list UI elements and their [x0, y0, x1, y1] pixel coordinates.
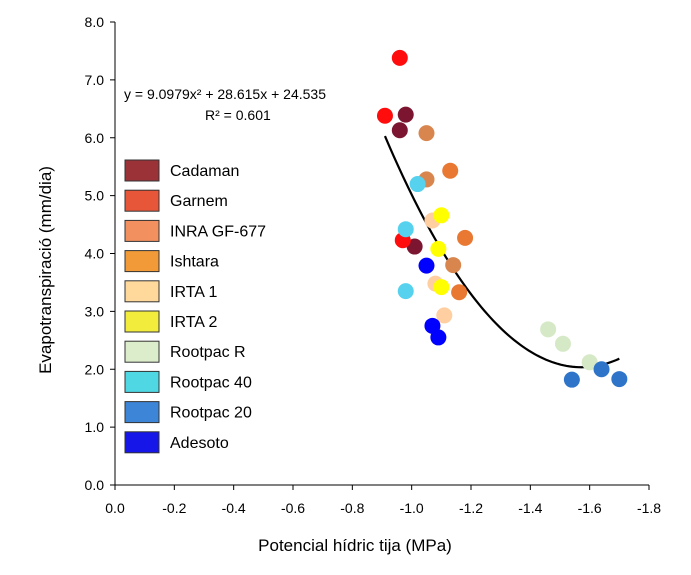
data-point-ishtara: [457, 229, 474, 246]
y-axis-title: Evapotranspiració (mm/dia): [36, 166, 55, 374]
y-tick-label: 3.0: [85, 303, 105, 319]
x-tick-label: -1.2: [459, 500, 483, 516]
legend-label-cadaman: Cadaman: [170, 163, 239, 180]
data-point-rootpac-40: [397, 221, 414, 238]
legend-swatch-garnem: [124, 189, 160, 212]
data-point-adesoto: [430, 329, 447, 346]
data-points: [376, 49, 628, 388]
legend-swatch-rootpac-20: [124, 401, 160, 424]
legend-swatch-ishtara: [124, 250, 160, 273]
data-point-rootpac-40: [409, 176, 426, 193]
data-point-rootpac-r: [581, 354, 598, 371]
x-tick-labels: 0.0 -0.2 -0.4 -0.6 -0.8 -1.0 -1.2 -1.4 -1.6 -1.8: [105, 485, 661, 516]
data-point-rootpac-20: [593, 361, 610, 378]
legend-swatch-inra-gf-677: [124, 219, 160, 242]
legend-swatch-cadaman: [124, 159, 160, 182]
legend-label-adesoto: Adesoto: [170, 435, 229, 452]
trendline: [383, 135, 620, 369]
legend-label-ishtara: Ishtara: [170, 254, 219, 271]
x-tick-label: -0.2: [162, 500, 186, 516]
legend-swatch-adesoto: [124, 431, 160, 454]
legend-swatch-irta-1: [124, 280, 160, 303]
y-tick-label: 7.0: [85, 72, 105, 88]
x-tick-label: 0.0: [105, 500, 125, 516]
legend-label-irta-2: IRTA 2: [170, 314, 218, 331]
legend-label-irta-1: IRTA 1: [170, 284, 218, 301]
trendline-group: [383, 135, 620, 369]
x-tick-label: -1.0: [400, 500, 424, 516]
data-point-garnem: [391, 49, 408, 66]
legend-label-rootpac-20: Rootpac 20: [170, 405, 252, 422]
data-point-irta-2: [433, 279, 450, 296]
y-tick-label: 6.0: [85, 130, 105, 146]
x-tick-label: -0.8: [340, 500, 364, 516]
trendline-equation: y = 9.0979x² + 28.615x + 24.535: [124, 86, 326, 102]
data-point-ishtara: [442, 162, 459, 179]
y-tick-label: 8.0: [85, 14, 105, 30]
data-point-rootpac-r: [554, 335, 571, 352]
x-tick-label: -1.6: [578, 500, 602, 516]
legend-swatch-rootpac-40: [124, 370, 160, 393]
legend-label-rootpac-40: Rootpac 40: [170, 374, 252, 391]
x-axis-title: Potencial hídric tija (MPa): [258, 536, 452, 555]
data-point-irta-2: [430, 240, 447, 257]
x-tick-label: -0.4: [222, 500, 246, 516]
x-tick-label: -1.4: [518, 500, 542, 516]
legend-label-garnem: Garnem: [170, 193, 228, 210]
data-point-rootpac-20: [611, 371, 628, 388]
trendline-r-squared: R² = 0.601: [205, 107, 271, 123]
data-point-cadaman: [391, 122, 408, 139]
data-point-adesoto: [418, 257, 435, 274]
y-tick-label: 1.0: [85, 419, 105, 435]
legend: Cadaman Garnem INRA GF-677 Ishtara IRTA 1 IRT…: [124, 159, 266, 454]
data-point-irta-1: [436, 307, 453, 324]
y-tick-label: 5.0: [85, 188, 105, 204]
y-tick-label: 2.0: [85, 361, 105, 377]
data-point-rootpac-r: [540, 321, 557, 338]
data-point-cadaman: [406, 238, 423, 255]
data-point-ishtara: [451, 284, 468, 301]
y-tick-label: 4.0: [85, 246, 105, 262]
data-point-inra-gf-677: [418, 125, 435, 142]
y-tick-label: 0.0: [85, 477, 105, 493]
data-point-garnem: [376, 107, 393, 124]
data-point-inra-gf-677: [445, 257, 462, 274]
data-point-rootpac-40: [397, 283, 414, 300]
legend-label-rootpac-r: Rootpac R: [170, 344, 246, 361]
legend-label-inra-gf-677: INRA GF-677: [170, 223, 266, 240]
legend-swatch-irta-2: [124, 310, 160, 333]
data-point-cadaman: [397, 106, 414, 123]
legend-swatch-rootpac-r: [124, 340, 160, 363]
x-tick-label: -1.8: [637, 500, 661, 516]
x-tick-label: -0.6: [281, 500, 305, 516]
data-point-rootpac-20: [563, 371, 580, 388]
y-tick-labels: 0.0 1.0 2.0 3.0 4.0 5.0 6.0 7.0 8.0: [85, 14, 115, 493]
data-point-irta-2: [433, 207, 450, 224]
